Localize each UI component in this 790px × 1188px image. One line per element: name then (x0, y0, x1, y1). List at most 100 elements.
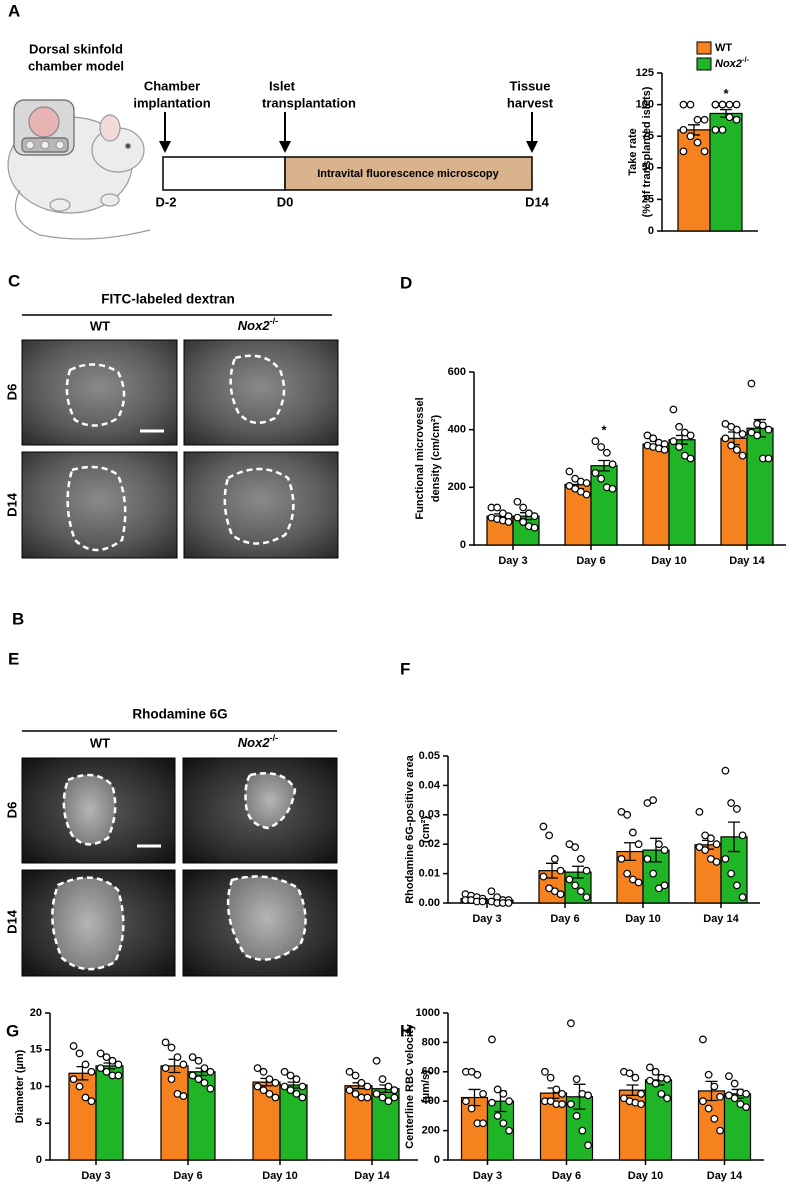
data-point (582, 893, 591, 902)
data-point (704, 1070, 713, 1079)
data-point (200, 1078, 209, 1087)
error-bar (728, 821, 740, 853)
x-tick-label: Day 3 (473, 1170, 502, 1182)
data-point (730, 1079, 739, 1088)
data-point (372, 1056, 381, 1065)
data-point (265, 1089, 274, 1098)
data-point (679, 147, 688, 156)
legend-swatch (696, 57, 712, 71)
data-point (87, 1097, 96, 1106)
data-point (712, 840, 721, 849)
y-tick-label: 1000 (416, 1007, 440, 1019)
data-point (114, 1071, 123, 1080)
data-point (378, 1093, 387, 1102)
data-point (96, 1049, 105, 1058)
legend-swatch (696, 41, 712, 55)
row-label: D14 (4, 492, 19, 517)
timeline: Chamber implantation Islet transplantati… (133, 78, 553, 209)
data-point (488, 1035, 496, 1044)
y-tick-label: 0.01 (419, 868, 440, 880)
data-point (571, 843, 580, 852)
data-point (758, 421, 767, 430)
y-tick-label: 0.03 (419, 809, 440, 821)
data-point (738, 430, 747, 438)
data-point (591, 437, 600, 446)
data-point (623, 810, 632, 819)
data-point (597, 443, 606, 451)
x-tick-label: Day 3 (81, 1170, 110, 1182)
data-point (582, 866, 591, 875)
data-point (167, 1043, 176, 1052)
data-point (747, 379, 756, 388)
data-point (556, 890, 565, 899)
data-point (530, 512, 539, 521)
y-tick-label: 0 (648, 225, 654, 237)
data-point (716, 1092, 724, 1101)
data-point (738, 893, 747, 902)
data-point (69, 1042, 78, 1050)
data-point (721, 855, 730, 863)
data-point (487, 887, 496, 896)
data-point (253, 1064, 262, 1073)
data-point (478, 897, 487, 906)
data-point (576, 887, 585, 896)
data-point (298, 1082, 307, 1091)
panel-title: Rhodamine 6G (132, 707, 227, 722)
row-label: D6 (4, 384, 19, 401)
data-point (504, 518, 513, 526)
data-point (732, 881, 741, 890)
data-point (625, 1069, 634, 1078)
event-label: harvest (507, 95, 554, 110)
data-point (345, 1067, 354, 1076)
data-point (693, 115, 702, 124)
data-point (173, 1053, 182, 1061)
data-point (663, 1094, 671, 1103)
data-point (732, 805, 741, 813)
data-point (87, 1067, 96, 1076)
data-point (280, 1067, 289, 1076)
data-point (654, 840, 663, 849)
y-tick-label: 50 (642, 162, 654, 174)
data-point (732, 100, 741, 109)
legend-label: Nox2-/- (715, 55, 750, 70)
data-point (718, 100, 727, 109)
y-tick-label: 400 (448, 424, 466, 436)
data-point (634, 878, 643, 887)
y-tick-label: 15 (30, 1044, 42, 1056)
panel-label: A (8, 1, 20, 20)
data-point (505, 1097, 513, 1106)
data-point (75, 1049, 84, 1058)
data-point (637, 1089, 645, 1098)
data-point (200, 1064, 209, 1073)
day-label: D-2 (156, 194, 177, 209)
y-tick-label: 20 (30, 1007, 42, 1019)
data-point (558, 1100, 566, 1109)
y-tick-label: 10 (30, 1080, 42, 1092)
data-point (675, 443, 684, 451)
data-point (721, 434, 730, 443)
column-label: Nox2-/- (238, 733, 278, 750)
panel-title: FITC-labeled dextran (101, 292, 235, 307)
x-tick-label: Day 6 (552, 1170, 581, 1182)
data-point (161, 1038, 170, 1047)
data-point (519, 503, 528, 512)
x-tick-label: Day 14 (354, 1170, 390, 1182)
data-point (725, 1072, 733, 1081)
data-point (623, 869, 632, 878)
data-point (701, 846, 710, 854)
x-tick-label: Day 6 (550, 913, 579, 925)
data-point (167, 1075, 176, 1084)
data-point (725, 113, 734, 122)
data-point (194, 1075, 203, 1084)
x-tick-label: Day 10 (625, 913, 660, 925)
y-tick-label: 0.02 (419, 838, 440, 850)
data-point (727, 869, 736, 878)
y-tick-label: 0 (434, 1154, 440, 1166)
x-tick-label: Day 14 (729, 555, 765, 567)
data-point (504, 899, 513, 907)
data-point (712, 857, 721, 866)
data-point (710, 1082, 719, 1091)
data-point (259, 1086, 268, 1095)
data-point (727, 441, 736, 450)
